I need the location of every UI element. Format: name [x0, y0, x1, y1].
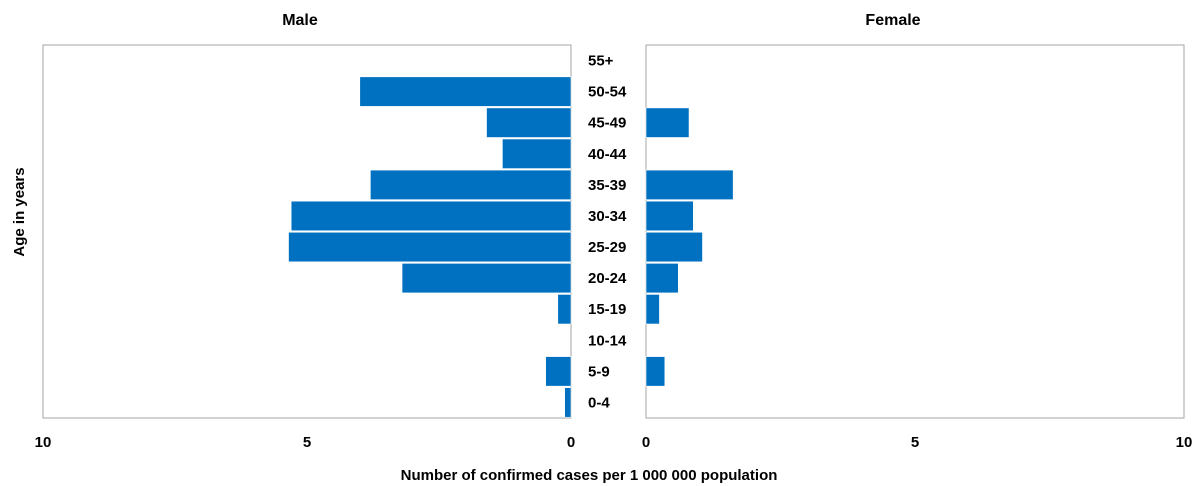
- female-bar-20-24: [645, 263, 679, 294]
- male-bar-25-29: [288, 231, 572, 263]
- male-x-tick-label: 0: [567, 434, 575, 451]
- age-category-label: 40-44: [588, 146, 627, 163]
- female-bar-5-9: [645, 356, 666, 387]
- female-bar-25-29: [645, 231, 703, 263]
- male-bar-40-44: [502, 138, 572, 169]
- age-category-label: 15-19: [588, 301, 626, 318]
- male-bar-0-4: [564, 387, 572, 418]
- age-category-label: 5-9: [588, 363, 610, 380]
- female-bar-35-39: [645, 169, 734, 200]
- x-axis-title: Number of confirmed cases per 1 000 000 …: [401, 467, 778, 484]
- age-category-label: 25-29: [588, 239, 626, 256]
- male-x-tick-label: 10: [35, 434, 52, 451]
- age-category-label: 0-4: [588, 394, 610, 411]
- female-x-tick-label: 0: [642, 434, 650, 451]
- age-category-label: 30-34: [588, 208, 627, 225]
- male-plot-frame: [42, 44, 572, 419]
- y-axis-title: Age in years: [11, 167, 28, 256]
- male-bar-30-34: [290, 200, 572, 232]
- male-x-tick-label: 5: [303, 434, 311, 451]
- age-category-label: 35-39: [588, 177, 626, 194]
- female-x-tick-label: 10: [1176, 434, 1193, 451]
- male-bar-50-54: [359, 76, 572, 107]
- female-panel-title: Female: [865, 12, 920, 29]
- female-x-tick-label: 5: [911, 434, 919, 451]
- female-plot-frame: [645, 44, 1185, 419]
- female-bar-15-19: [645, 294, 660, 325]
- male-bar-5-9: [545, 356, 572, 387]
- age-category-label: 55+: [588, 53, 614, 70]
- male-bar-20-24: [401, 263, 572, 294]
- age-category-label: 50-54: [588, 84, 627, 101]
- female-bar-30-34: [645, 200, 694, 232]
- female-bar-45-49: [645, 107, 690, 138]
- male-panel-title: Male: [282, 12, 318, 29]
- age-category-label: 45-49: [588, 115, 626, 132]
- age-category-label: 10-14: [588, 332, 627, 349]
- age-category-label: 20-24: [588, 270, 627, 287]
- male-bar-15-19: [557, 294, 572, 325]
- male-bar-45-49: [486, 107, 572, 138]
- male-bar-35-39: [370, 169, 572, 200]
